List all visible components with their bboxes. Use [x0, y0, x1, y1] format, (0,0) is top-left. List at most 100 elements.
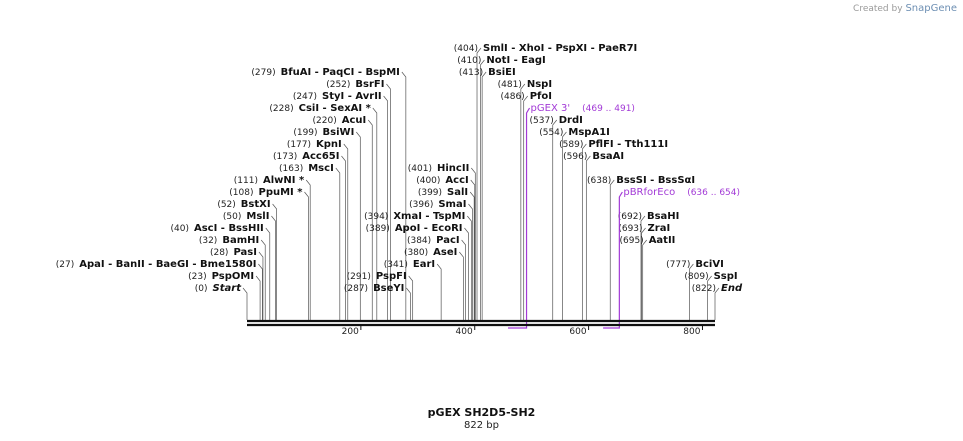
site-enzyme-names[interactable]: PspFI: [376, 271, 407, 282]
site-xmai[interactable]: (394) XmaI - TspMI: [364, 211, 465, 222]
enzyme-xmai[interactable]: XmaI: [393, 211, 422, 222]
enzyme-acui[interactable]: AcuI: [342, 115, 367, 126]
enzyme-zrai[interactable]: ZraI: [648, 223, 671, 234]
site-bseyi[interactable]: (287) BseYI: [344, 283, 405, 294]
site-nspi[interactable]: (481) NspI: [498, 79, 552, 90]
enzyme-hincii[interactable]: HincII: [437, 163, 469, 174]
site-enzyme-names[interactable]: BsiWI: [323, 127, 355, 138]
enzyme-pfoi[interactable]: PfoI: [530, 91, 552, 102]
site-enzyme-names[interactable]: BamHI: [222, 235, 259, 246]
enzyme-ecori[interactable]: EcoRI: [431, 223, 462, 234]
site-bsiei[interactable]: (413) BsiEI: [459, 67, 516, 78]
site-start[interactable]: (0) Start: [195, 283, 242, 294]
site-enzyme-names[interactable]: SalI: [447, 187, 468, 198]
enzyme-bme1580i[interactable]: Bme1580I: [200, 259, 256, 270]
enzyme-styi[interactable]: StyI: [322, 91, 344, 102]
site-enzyme-names[interactable]: End: [721, 283, 743, 294]
site-enzyme-names[interactable]: MscI: [308, 163, 334, 174]
site-enzyme-names[interactable]: PspOMI: [212, 271, 254, 282]
enzyme-bsss-i[interactable]: BssSαI: [658, 175, 695, 186]
site-enzyme-names[interactable]: ApoI - EcoRI: [395, 223, 463, 234]
enzyme-alwni[interactable]: AlwNI *: [263, 175, 305, 186]
site-zrai[interactable]: (693) ZraI: [618, 223, 670, 234]
enzyme-eari[interactable]: EarI: [413, 259, 435, 270]
site-msci[interactable]: (163) MscI: [279, 163, 334, 174]
enzyme-smli[interactable]: SmlI: [483, 43, 508, 54]
site-ppumi[interactable]: (108) PpuMI *: [229, 187, 303, 198]
site-pflfi[interactable]: (589) PflFI - Tth111I: [559, 139, 668, 150]
site-enzyme-names[interactable]: PpuMI *: [258, 187, 303, 198]
site-enzyme-names[interactable]: BsaAI: [592, 151, 624, 162]
site-bfuai[interactable]: (279) BfuAI - PaqCI - BspMI: [251, 67, 399, 78]
enzyme-pflfi[interactable]: PflFI: [588, 139, 613, 150]
linear-map[interactable]: (279) BfuAI - PaqCI - BspMI(252) BsrFI(247…: [0, 0, 963, 400]
site-enzyme-names[interactable]: Acc65I: [302, 151, 339, 162]
enzyme-drdi[interactable]: DrdI: [559, 115, 583, 126]
site-acui[interactable]: (220) AcuI: [313, 115, 367, 126]
enzyme-sspi[interactable]: SspI: [714, 271, 738, 282]
enzyme-sali[interactable]: SalI: [447, 187, 468, 198]
site-acc65i[interactable]: (173) Acc65I: [273, 151, 339, 162]
site-mspa1i[interactable]: (554) MspA1I: [539, 127, 610, 138]
site-bstxi[interactable]: (52) BstXI: [217, 199, 270, 210]
site-enzyme-names[interactable]: SspI: [714, 271, 738, 282]
site-sspi[interactable]: (809) SspI: [684, 271, 737, 282]
enzyme-bsssi[interactable]: BssSI: [616, 175, 646, 186]
site-bsssi[interactable]: (638) BssSI - BssSαI: [587, 175, 695, 186]
site-end[interactable]: (822) End: [692, 283, 743, 294]
enzyme-apoi[interactable]: ApoI: [395, 223, 421, 234]
site-pspfi[interactable]: (291) PspFI: [347, 271, 407, 282]
site-alwni[interactable]: (111) AlwNI *: [234, 175, 305, 186]
feature-name[interactable]: pBRforEco: [623, 187, 675, 198]
site-bcivi[interactable]: (777) BciVI: [666, 259, 724, 270]
enzyme-avrii[interactable]: AvrII: [355, 91, 381, 102]
enzyme-baegi[interactable]: BaeGI: [156, 259, 189, 270]
enzyme-sexai[interactable]: SexAI *: [330, 103, 371, 114]
site-enzyme-names[interactable]: EarI: [413, 259, 435, 270]
enzyme-apai[interactable]: ApaI: [79, 259, 104, 270]
site-enzyme-names[interactable]: KpnI: [316, 139, 342, 150]
site-enzyme-names[interactable]: BssSI - BssSαI: [616, 175, 695, 186]
enzyme-bseyi[interactable]: BseYI: [373, 283, 404, 294]
site-enzyme-names[interactable]: AatII: [649, 235, 676, 246]
site-enzyme-names[interactable]: DrdI: [559, 115, 583, 126]
enzyme-kpni[interactable]: KpnI: [316, 139, 342, 150]
site-enzyme-names[interactable]: ApaI - BanII - BaeGI - Bme1580I: [79, 259, 256, 270]
site-enzyme-names[interactable]: AccI: [445, 175, 468, 186]
enzyme-end[interactable]: End: [721, 283, 743, 294]
site-enzyme-names[interactable]: BstXI: [241, 199, 271, 210]
site-apoi[interactable]: (389) ApoI - EcoRI: [366, 223, 463, 234]
site-smai[interactable]: (396) SmaI: [409, 199, 466, 210]
site-noti[interactable]: (410) NotI - EagI: [457, 55, 546, 66]
site-enzyme-names[interactable]: BseYI: [373, 283, 404, 294]
site-pfoi[interactable]: (486) PfoI: [500, 91, 551, 102]
enzyme-pspomi[interactable]: PspOMI: [212, 271, 254, 282]
site-sali[interactable]: (399) SalI: [418, 187, 468, 198]
enzyme-bsrfi[interactable]: BsrFI: [355, 79, 384, 90]
enzyme-xhoi[interactable]: XhoI: [519, 43, 544, 54]
enzyme-bcivi[interactable]: BciVI: [695, 259, 723, 270]
site-paci[interactable]: (384) PacI: [407, 235, 460, 246]
site-styi[interactable]: (247) StyI - AvrII: [293, 91, 382, 102]
enzyme-paqci[interactable]: PaqCI: [322, 67, 354, 78]
enzyme-ppumi[interactable]: PpuMI *: [258, 187, 303, 198]
enzyme-aatii[interactable]: AatII: [649, 235, 676, 246]
site-pspomi[interactable]: (23) PspOMI: [188, 271, 254, 282]
site-enzyme-names[interactable]: BfuAI - PaqCI - BspMI: [281, 67, 400, 78]
site-enzyme-names[interactable]: SmaI: [438, 199, 466, 210]
enzyme-pspxi[interactable]: PspXI: [555, 43, 587, 54]
site-enzyme-names[interactable]: AcuI: [342, 115, 367, 126]
site-enzyme-names[interactable]: PasI: [233, 247, 256, 258]
enzyme-bsahi[interactable]: BsaHI: [647, 211, 679, 222]
feature-marker[interactable]: [508, 107, 531, 329]
feature-marker[interactable]: [603, 191, 623, 329]
site-apai[interactable]: (27) ApaI - BanII - BaeGI - Bme1580I: [56, 259, 257, 270]
site-enzyme-names[interactable]: PacI: [436, 235, 459, 246]
enzyme-asei[interactable]: AseI: [433, 247, 457, 258]
site-eari[interactable]: (341) EarI: [384, 259, 435, 270]
enzyme-paer7i[interactable]: PaeR7I: [598, 43, 637, 54]
site-kpni[interactable]: (177) KpnI: [287, 139, 342, 150]
enzyme-mspa1i[interactable]: MspA1I: [568, 127, 609, 138]
site-enzyme-names[interactable]: StyI - AvrII: [322, 91, 382, 102]
enzyme-bsaai[interactable]: BsaAI: [592, 151, 624, 162]
